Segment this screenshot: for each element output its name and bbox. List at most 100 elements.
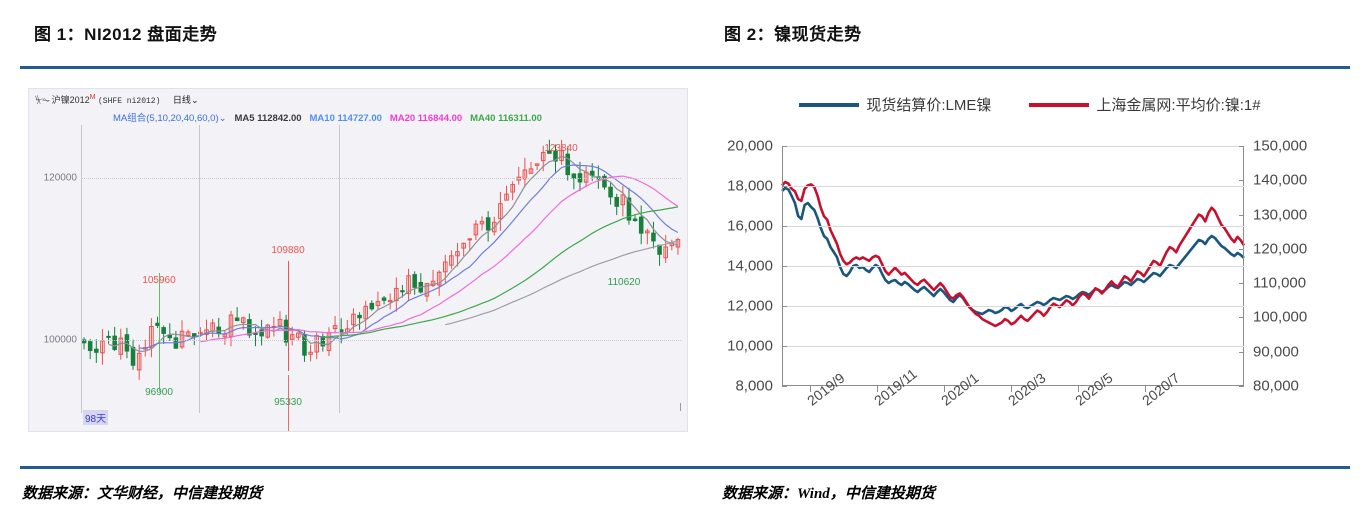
candle-body — [589, 170, 595, 176]
price-annotation-line — [288, 375, 289, 431]
candle-body — [308, 351, 313, 355]
period-selector[interactable]: 日线⌄ — [173, 95, 199, 105]
candle-body — [387, 299, 393, 303]
candle-body — [283, 319, 289, 343]
left-axis-tick — [782, 346, 787, 347]
ma-line-60 — [445, 239, 679, 326]
right-axis-tick — [1239, 248, 1244, 250]
figure-2-source: 数据来源：Wind，中信建投期货 — [722, 482, 935, 503]
x-axis-tick — [1144, 386, 1146, 392]
candle-body — [296, 332, 301, 338]
source-prefix: 数据来源： — [722, 485, 798, 502]
chevron-down-icon: ⌄ — [190, 95, 199, 105]
candle-body — [614, 196, 619, 207]
legend-item-shanghai: 上海金属网:平均价:镍:1# — [1029, 94, 1261, 115]
right-axis-tick-label: 80,000 — [1253, 377, 1299, 395]
candle-body — [394, 287, 399, 302]
period-label: 日线 — [172, 95, 191, 105]
candle-body — [130, 346, 136, 366]
candle-body — [479, 220, 485, 225]
right-axis-tick — [1239, 146, 1244, 147]
candle-body — [540, 151, 546, 162]
x-axis-tick — [877, 386, 879, 392]
candle-body — [198, 331, 203, 335]
candle-body — [381, 297, 387, 301]
right-axis-tick-label: 150,000 — [1253, 137, 1308, 155]
chart-legend: 现货结算价:LME镍 上海金属网:平均价:镍:1# — [700, 94, 1360, 115]
left-axis-tick-label: 16,000 — [727, 217, 773, 235]
ma5-value: 112842.00 — [257, 113, 302, 124]
ma40-label: MA40 — [470, 113, 496, 124]
candle-body — [657, 244, 662, 255]
candle-body — [406, 275, 411, 295]
candle-body — [94, 348, 99, 353]
candle-body — [112, 335, 117, 350]
line-series-lme — [781, 186, 1245, 316]
candle-body — [651, 232, 656, 242]
candle-body — [504, 193, 509, 201]
candle-body — [136, 352, 142, 371]
right-axis-tick — [1239, 180, 1244, 182]
price-axis-tick-label: 120000 — [43, 172, 77, 184]
candle-body — [632, 218, 638, 222]
candle-body — [277, 318, 283, 327]
ma-combo-selector[interactable]: MA组合(5,10,20,40,60,0)⌄ — [113, 113, 227, 124]
candle-body — [357, 314, 362, 319]
left-axis-tick-label: 12,000 — [727, 297, 773, 315]
candle-body — [620, 194, 626, 206]
candle-body — [547, 150, 552, 154]
figure-1-title: 图 1：NI2012 盘面走势 — [34, 25, 218, 44]
legend-item-lme: 现货结算价:LME镍 — [799, 94, 991, 115]
gridline — [782, 186, 1244, 187]
instrument-market-flag: M — [89, 94, 96, 101]
left-axis-tick-label: 14,000 — [727, 257, 773, 275]
left-axis-tick — [782, 146, 787, 147]
candle-body — [332, 325, 338, 330]
candle-body — [369, 302, 375, 310]
candle-body — [81, 339, 87, 344]
candle-body — [645, 230, 650, 234]
figure-2-title: 图 2：镍现货走势 — [724, 25, 862, 44]
candle-body — [467, 238, 473, 241]
candle-body — [491, 221, 497, 233]
legend-label-lme: 现货结算价:LME镍 — [866, 97, 992, 114]
candle-body — [675, 239, 681, 248]
price-annotation-label: 123840 — [544, 143, 578, 154]
candle-body — [498, 203, 503, 220]
legend-label-shanghai: 上海金属网:平均价:镍:1# — [1096, 97, 1261, 114]
candle-body — [234, 317, 240, 322]
candle-body — [149, 325, 154, 349]
candle-body — [455, 251, 460, 257]
candle-body — [638, 216, 644, 234]
candle-body — [87, 341, 93, 352]
candle-body — [534, 163, 540, 166]
gridline — [782, 306, 1244, 307]
right-axis-tick-label: 120,000 — [1253, 240, 1308, 258]
candle-body — [626, 197, 632, 221]
instrument-code: (SHFE ni2012) — [97, 97, 161, 106]
candle-body — [485, 217, 491, 231]
candle-body — [522, 169, 528, 180]
gridline — [782, 346, 1244, 347]
terminal-header-bar: ⏧⏦ 沪镍2012M (SHFE ni2012) 日线⌄ — [29, 89, 687, 109]
candle-body — [167, 334, 173, 339]
chevron-down-icon: ⌄ — [218, 113, 227, 124]
right-axis-tick-label: 130,000 — [1253, 206, 1308, 224]
day-count-badge: 98天 — [83, 410, 109, 425]
gridline — [782, 226, 1244, 227]
figure-1-source: 数据来源：文华财经，中信建投期货 — [22, 485, 263, 502]
candle-body — [363, 305, 368, 320]
left-axis-tick — [782, 306, 787, 307]
moving-average-readout: MA组合(5,10,20,40,60,0)⌄ MA5 112842.00 MA1… — [113, 110, 542, 124]
left-axis-tick — [782, 386, 787, 387]
right-axis-tick — [1239, 283, 1244, 285]
line-series-shanghai — [781, 180, 1246, 328]
price-annotation-label: 109880 — [271, 245, 305, 256]
figure-1-candlestick-chart: ⏧⏦ 沪镍2012M (SHFE ni2012) 日线⌄ MA组合(5,10,2… — [28, 88, 688, 432]
candle-body — [216, 326, 222, 334]
candle-body — [400, 290, 405, 293]
gridline — [782, 146, 1244, 147]
price-annotation-line — [159, 273, 160, 391]
candle-body — [528, 168, 534, 174]
